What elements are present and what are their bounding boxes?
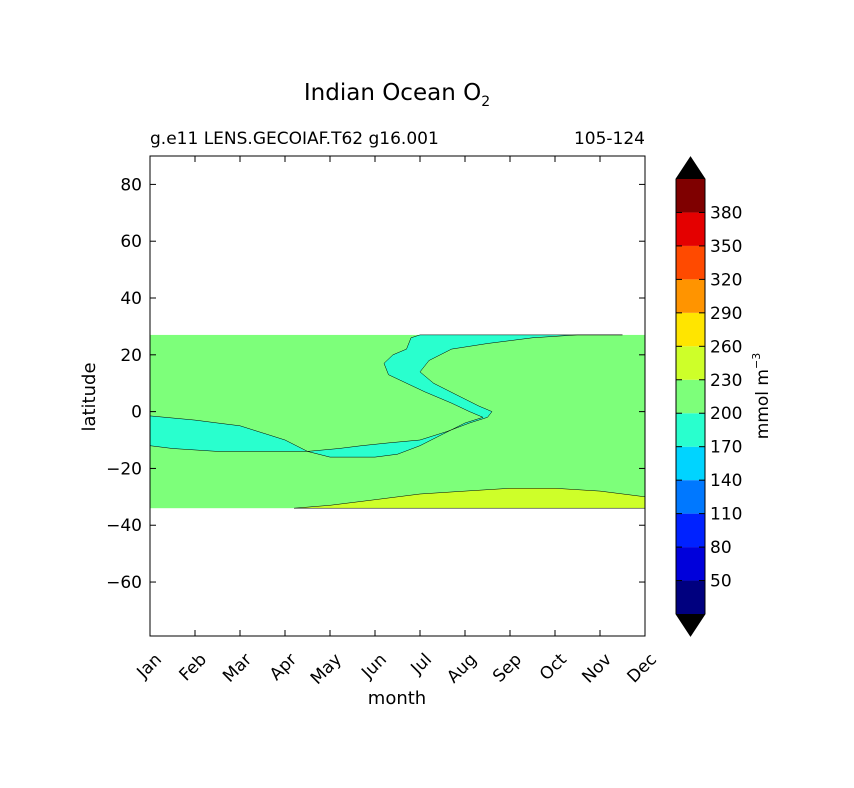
colorbar-segment [676, 580, 705, 614]
colorbar-label-superscript: −3 [750, 353, 763, 369]
colorbar-tick-label: 290 [710, 304, 742, 324]
colorbar-outline [675, 156, 706, 637]
colorbar-extend-max [676, 157, 705, 179]
colorbar-segment [676, 179, 705, 213]
x-tick-label: Dec [624, 650, 661, 687]
colorbar-extend-min [676, 614, 705, 636]
colorbar-segment [676, 245, 705, 280]
colorbar-tick-label: 230 [710, 371, 742, 391]
colorbar-segment [676, 346, 705, 380]
contour-fills [150, 334, 645, 509]
colorbar-segment [676, 279, 705, 313]
x-tick-label: Aug [443, 650, 481, 688]
colorbar-label-main: mmol m [753, 369, 773, 439]
y-tick-label: 0 [131, 403, 142, 423]
colorbar: 50 80 110 140 170 200 230 260 290 320 350 380 [675, 156, 742, 637]
colorbar-segment [676, 212, 705, 246]
x-tick-label: May [307, 650, 346, 689]
colorbar-tick-label: 380 [710, 203, 742, 223]
colorbar-tick-label: 80 [710, 538, 732, 558]
x-axis-label: month [368, 688, 426, 709]
chart-title-subscript: 2 [481, 94, 490, 110]
x-tick-label: Jul [407, 650, 436, 679]
x-tick-label: Feb [176, 650, 211, 685]
x-tick-label: Mar [219, 650, 256, 687]
chart-title-main: Indian Ocean O [304, 80, 481, 106]
colorbar-tick-label: 50 [710, 572, 732, 592]
colorbar-tick-label: 110 [710, 505, 742, 525]
colorbar-segment [676, 513, 705, 548]
x-tick-label: Nov [578, 650, 616, 688]
colorbar-tick-label: 320 [710, 270, 742, 290]
colorbar-segment [676, 413, 705, 447]
x-tick-label: Sep [489, 650, 526, 687]
y-axis: 80 60 40 20 0 −20 −40 −60 [106, 175, 645, 593]
colorbar-tick-label: 200 [710, 404, 742, 424]
colorbar-segment [676, 312, 705, 347]
y-tick-label: 20 [120, 346, 142, 366]
plot-area-frame [149, 155, 646, 637]
colorbar-segment [676, 446, 705, 481]
contour-region-south-band [293, 488, 645, 509]
y-tick-label: −60 [106, 573, 142, 593]
y-tick-label: 40 [120, 289, 142, 309]
x-tick-label: Jun [357, 650, 391, 684]
colorbar-segment [676, 379, 705, 414]
y-tick-label: 60 [120, 232, 142, 252]
colorbar-tick-label: 350 [710, 237, 742, 257]
colorbar-segment [676, 547, 705, 581]
colorbar-tick-label: 140 [710, 471, 742, 491]
x-tick-label: Oct [536, 650, 571, 685]
colorbar-tick-label: 260 [710, 337, 742, 357]
x-tick-label: Jan [133, 650, 166, 683]
y-tick-label: −40 [106, 516, 142, 536]
x-tick-label: Apr [266, 650, 301, 685]
y-tick-label: 80 [120, 175, 142, 195]
colorbar-label: mmol m−3 [750, 353, 773, 439]
y-tick-label: −20 [106, 459, 142, 479]
chart-title: Indian Ocean O2 [304, 80, 490, 110]
chart-subtitle-left: g.e11 LENS.GECOIAF.T62 g16.001 [150, 129, 439, 149]
y-axis-label: latitude [79, 362, 100, 431]
chart-subtitle-right: 105-124 [574, 129, 645, 149]
contour-region-low-oxygen-tongue [150, 334, 623, 458]
colorbar-segment [676, 480, 705, 514]
colorbar-tick-label: 170 [710, 438, 742, 458]
